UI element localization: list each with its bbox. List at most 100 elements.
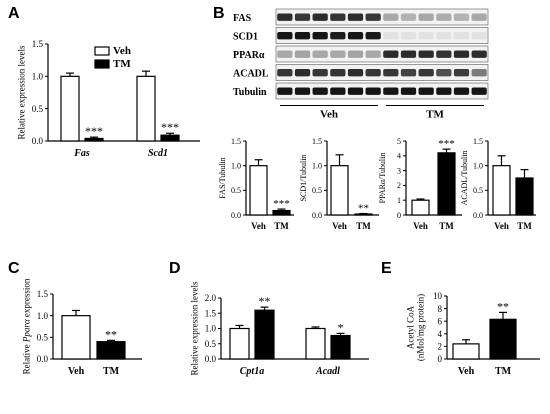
blot-row-label: Tubulin <box>233 87 267 98</box>
blot-band <box>471 87 487 95</box>
y-axis-title-line: PPARα/Tubulin <box>378 153 387 204</box>
blot-band <box>330 50 346 58</box>
y-tick-label: 1.0 <box>205 324 217 334</box>
y-axis-title: PPARα/Tubulin <box>378 153 387 204</box>
significance-marker: ** <box>358 203 369 215</box>
bar <box>254 309 275 360</box>
blot-band <box>383 31 399 40</box>
y-tick-label: 4 <box>438 329 443 339</box>
x-tick-label: TM <box>274 221 289 231</box>
blot-band <box>347 13 364 21</box>
blot-band <box>294 31 311 40</box>
blot-band <box>436 68 452 77</box>
blot-band <box>312 13 328 21</box>
blot-band <box>347 68 364 77</box>
y-axis-title-line: Relative expression levels <box>190 281 200 375</box>
y-tick-label: 1.5 <box>473 137 483 146</box>
blot-band <box>400 87 417 95</box>
blot-band <box>330 31 346 40</box>
chart-panel-c: 0.0 0.5 1.0 1.5 Relative Pparα expression Veh… <box>22 278 142 377</box>
panel-label-a: A <box>8 5 20 22</box>
western-blot-panel: FAS SCD1 PPARα ACADL Tubulin Veh TM <box>233 8 489 121</box>
bar <box>84 137 104 142</box>
significance-marker: ** <box>105 327 117 341</box>
bar <box>160 134 180 142</box>
y-tick-label: 2 <box>438 342 443 352</box>
blot-band <box>400 68 417 77</box>
y-axis-title-line: Relative expression levels <box>17 45 27 139</box>
chart-panel-e: 0 2 4 6 8 10 Acetyl CoA(nMol/mg protein) Veh ** T… <box>405 291 540 377</box>
panel-label-b: B <box>213 5 225 22</box>
x-tick-label: Veh <box>413 221 428 231</box>
x-tick-label: Veh <box>494 221 509 231</box>
blot-band <box>347 50 364 58</box>
y-tick-label: 1.5 <box>32 39 44 49</box>
blot-band <box>453 87 470 95</box>
blot-band <box>453 68 470 77</box>
blot-band <box>347 31 364 40</box>
blot-strip <box>275 45 489 63</box>
bar <box>61 315 91 360</box>
bar <box>411 199 430 216</box>
blot-strip <box>275 8 489 26</box>
panel-label-c: C <box>8 260 20 277</box>
y-tick-label: 1.0 <box>312 161 322 170</box>
y-axis-title-line: SCD1/Tubulin <box>299 155 308 202</box>
panel-label-e: E <box>381 260 392 277</box>
y-tick-label: 2.0 <box>205 293 217 303</box>
blot-band <box>471 50 487 58</box>
blot-band <box>453 50 470 58</box>
y-tick-label: 1.0 <box>473 161 483 170</box>
y-tick-label: 1 <box>397 196 401 205</box>
y-tick-label: 0.5 <box>32 104 44 114</box>
blot-band <box>365 50 381 58</box>
blot-band <box>400 31 417 40</box>
blot-band <box>471 13 487 21</box>
blot-band <box>330 68 346 77</box>
significance-marker: *** <box>85 124 103 138</box>
chart-panel-b-fas: 0.0 0.5 1.0 1.5 FAS/Tubulin Veh *** TM <box>218 137 294 231</box>
blot-band <box>277 68 293 77</box>
blot-strip <box>275 27 489 44</box>
x-tick-label: TM <box>439 221 454 231</box>
panel-label-d: D <box>169 260 181 277</box>
blot-band <box>365 68 381 77</box>
bar <box>305 327 326 360</box>
blot-band <box>383 87 399 95</box>
x-tick-label: Veh <box>251 221 266 231</box>
y-tick-label: 1.0 <box>32 71 44 81</box>
x-tick-label: TM <box>356 221 371 231</box>
chart-panel-b-scd1: 0.0 0.5 1.0 1.5 SCD1/Tubulin Veh ** TM <box>299 137 379 231</box>
blot-band <box>471 68 487 77</box>
significance-marker: * <box>338 320 344 334</box>
bar <box>229 327 250 360</box>
bar <box>249 165 268 216</box>
chart-panel-a: 0.0 0.5 1.0 1.5 Relative expression levels **… <box>17 39 200 159</box>
blot-band <box>294 68 311 77</box>
bar <box>330 334 351 360</box>
blot-band <box>277 13 293 21</box>
x-tick-label: Acadl <box>315 366 340 377</box>
blot-band <box>330 13 346 21</box>
blot-band <box>330 87 346 95</box>
y-tick-label: 0.5 <box>37 332 49 342</box>
y-axis-title: FAS/Tubulin <box>218 157 227 198</box>
blot-band <box>436 50 452 58</box>
blot-strip <box>275 82 489 100</box>
y-tick-label: 0.0 <box>473 211 483 220</box>
legend-label: Veh <box>113 45 131 57</box>
blot-band <box>365 13 381 21</box>
blot-band <box>294 87 311 95</box>
blot-band <box>418 87 434 95</box>
legend-swatch <box>94 59 110 69</box>
bar <box>96 341 126 360</box>
y-axis-title: ACADL/Tubulin <box>460 151 469 206</box>
x-tick-label: Scd1 <box>148 148 168 159</box>
blot-band <box>312 87 328 95</box>
blot-band <box>277 31 293 40</box>
blot-band <box>383 50 399 58</box>
y-tick-label: 0.5 <box>205 339 217 349</box>
blot-band <box>436 13 452 21</box>
blot-row-label: SCD1 <box>233 32 258 43</box>
y-tick-label: 2 <box>397 181 401 190</box>
